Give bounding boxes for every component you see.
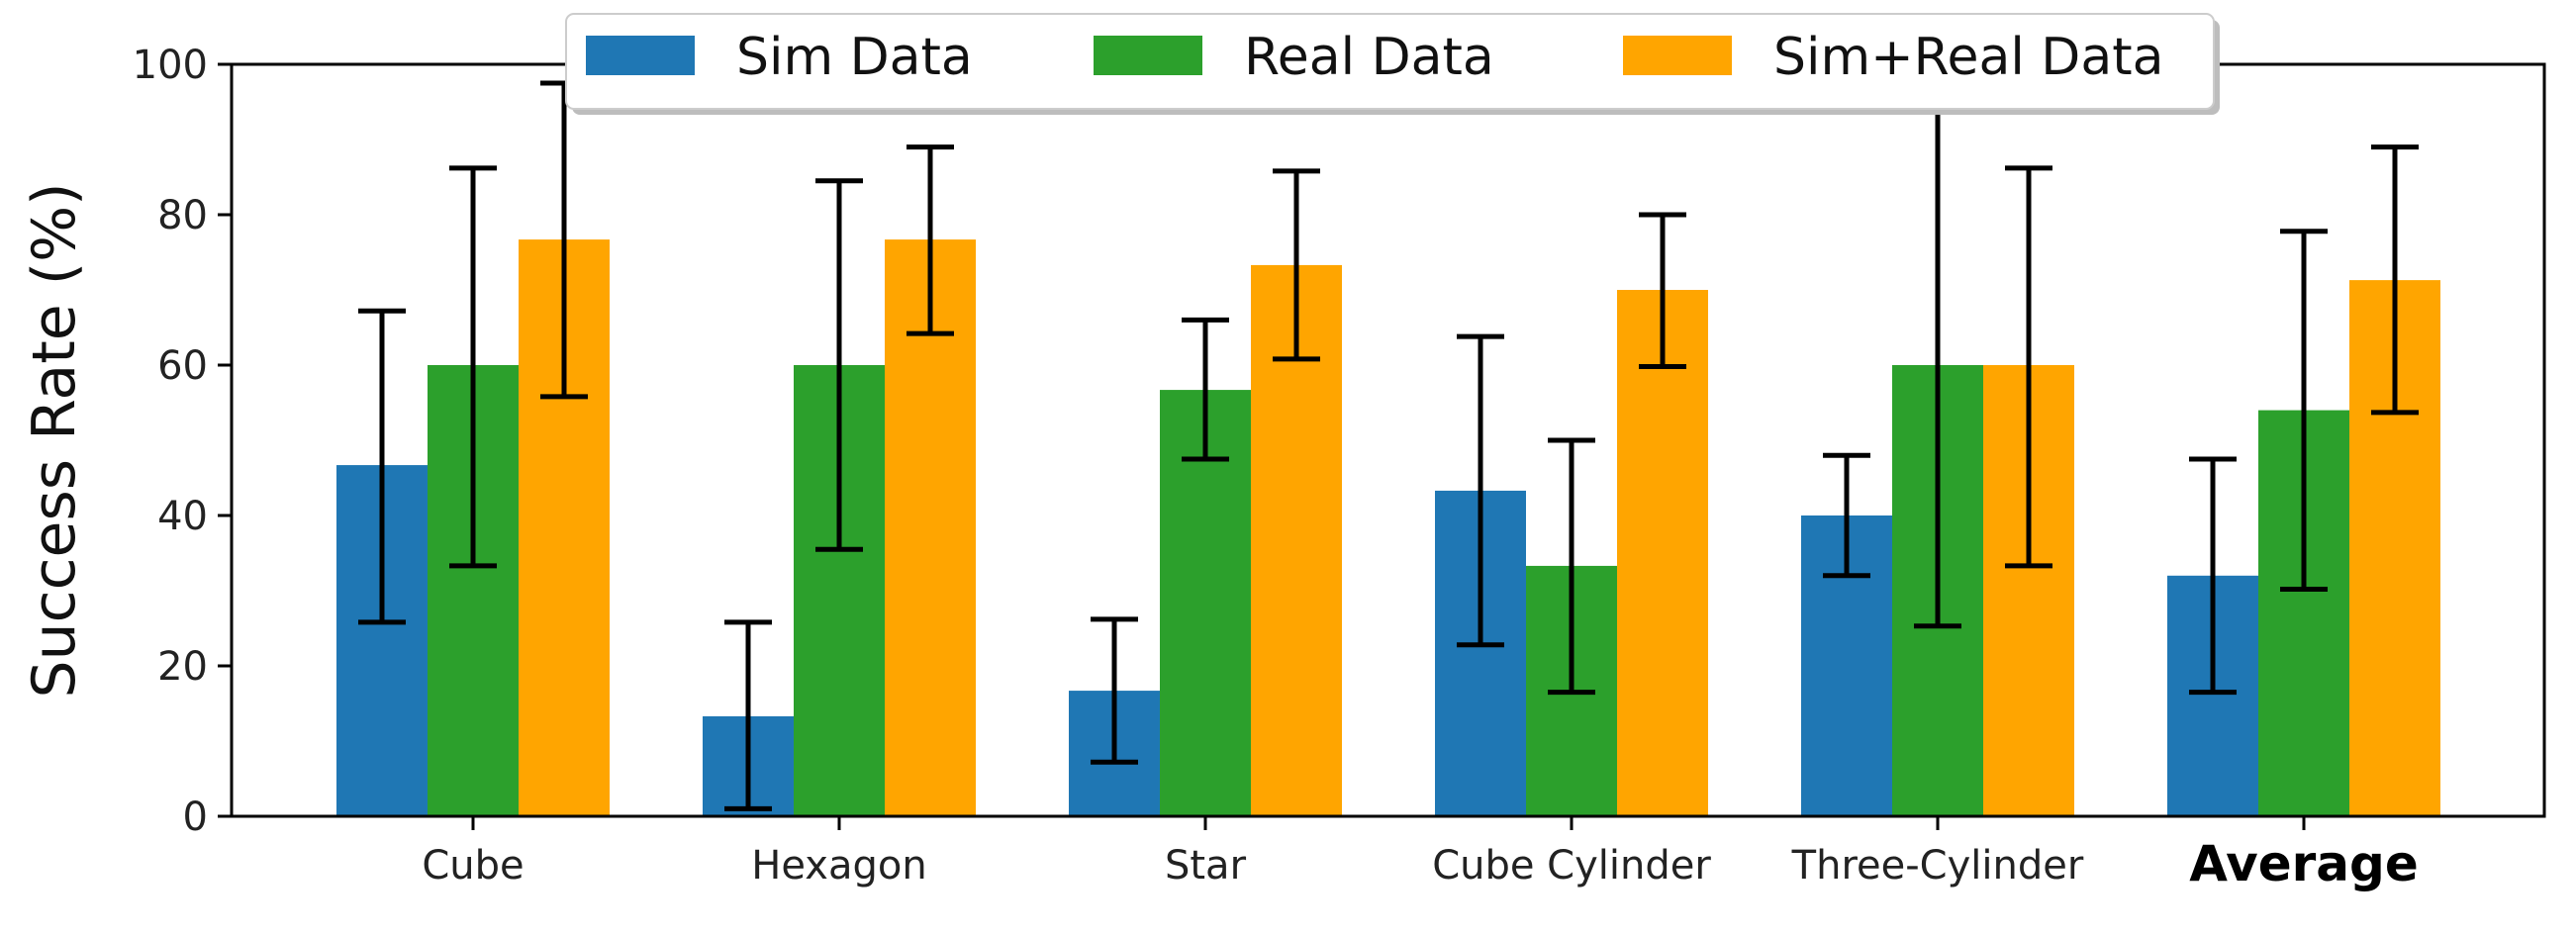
legend-swatch-sim-data	[586, 36, 695, 75]
legend-label-sim-real-data: Sim+Real Data	[1773, 28, 2163, 87]
bar-sim-real-data-cube-cylinder	[1617, 290, 1708, 816]
legend-label-sim-data: Sim Data	[736, 28, 973, 87]
legend-swatch-real-data	[1094, 36, 1202, 75]
x-tick-label-cube: Cube	[422, 843, 524, 889]
legend-box	[565, 13, 2215, 110]
y-tick-label-40: 40	[157, 494, 208, 539]
y-tick-label-0: 0	[183, 795, 208, 840]
error-bars-layer	[358, 80, 2419, 811]
y-tick-label-80: 80	[157, 193, 208, 238]
y-tick-label-60: 60	[157, 343, 208, 389]
y-tick-label-20: 20	[157, 644, 208, 690]
y-tick-label-100: 100	[133, 43, 208, 88]
bars-layer	[336, 239, 2440, 816]
legend-label-real-data: Real Data	[1244, 28, 1494, 87]
x-tick-label-average: Average	[2189, 835, 2419, 892]
y-axis: 0 20 40 60 80 100	[133, 43, 232, 840]
legend: Sim Data Real Data Sim+Real Data	[565, 13, 2220, 115]
y-axis-label: Success Rate (%)	[20, 182, 89, 698]
x-tick-label-star: Star	[1165, 843, 1247, 889]
x-axis: Cube Hexagon Star Cube Cylinder Three-Cylind…	[422, 816, 2419, 892]
legend-swatch-sim-real-data	[1623, 36, 1732, 75]
x-tick-label-three-cylinder: Three-Cylinder	[1791, 843, 2084, 889]
x-tick-label-hexagon: Hexagon	[751, 843, 926, 889]
x-tick-label-cube-cylinder: Cube Cylinder	[1432, 843, 1711, 889]
